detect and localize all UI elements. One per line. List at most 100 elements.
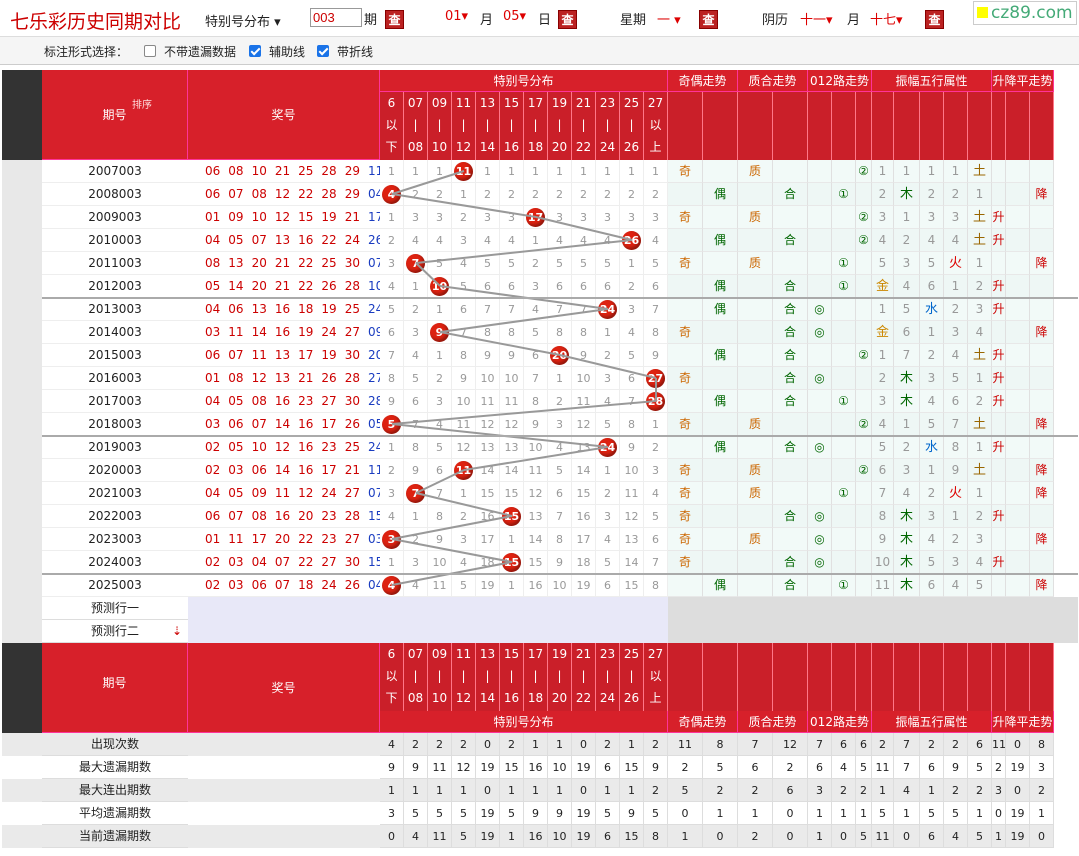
option-checkbox-1[interactable] bbox=[249, 45, 261, 57]
prize-numbers: 05 14 20 21 22 26 28 10 bbox=[188, 275, 380, 298]
ext-cell: 2 bbox=[968, 275, 992, 298]
special-cell: 1 bbox=[548, 160, 572, 183]
period-input[interactable] bbox=[310, 8, 362, 27]
bottom-col-header-part: 15 bbox=[503, 647, 520, 661]
ext-cell: 8 bbox=[944, 436, 968, 459]
ext-cell: 质 bbox=[738, 206, 773, 229]
period-cell: 2019003 bbox=[42, 436, 188, 459]
top-col-header-part: 09 bbox=[431, 96, 448, 110]
ext-cell bbox=[1030, 344, 1054, 367]
top-col-header: 19 | 20 bbox=[548, 92, 572, 160]
special-cell: 8 bbox=[572, 321, 596, 344]
bottom-col-header-part: 上 bbox=[649, 691, 662, 705]
ext-cell: 升 bbox=[992, 436, 1006, 459]
prize-number: 04 bbox=[205, 233, 221, 247]
special-cell: 9 bbox=[548, 551, 572, 574]
special-cell: 15 bbox=[620, 574, 644, 597]
ext-cell bbox=[808, 390, 832, 413]
prize-numbers: 06 07 11 13 17 19 30 20 bbox=[188, 344, 380, 367]
option-checkbox-2[interactable] bbox=[317, 45, 329, 57]
stat-value: 9 bbox=[944, 756, 968, 779]
stat-value: 1 bbox=[968, 802, 992, 825]
prize-number: 26 bbox=[321, 279, 337, 293]
mode-select[interactable]: 特别号分布 ▾ bbox=[205, 15, 281, 30]
bottom-ext-col-header bbox=[808, 643, 832, 711]
stat-value: 1 bbox=[808, 802, 832, 825]
query-button-lunar[interactable]: 查 bbox=[925, 10, 944, 29]
special-number: 07 bbox=[367, 256, 380, 270]
ext-cell bbox=[1006, 551, 1030, 574]
hit-ball: 15 bbox=[502, 507, 521, 526]
ext-cell bbox=[808, 574, 832, 597]
stat-value: 1 bbox=[808, 825, 832, 848]
arrow-down-icon: ⇣ bbox=[171, 624, 182, 638]
top-col-header-part: 10 bbox=[431, 140, 448, 154]
ext-cell bbox=[808, 344, 832, 367]
special-cell: 6 bbox=[644, 528, 668, 551]
bottom-col-header-part: | bbox=[461, 669, 466, 683]
ext-cell: 3 bbox=[944, 206, 968, 229]
stat-value: 1 bbox=[548, 779, 572, 802]
ext-cell: 奇 bbox=[668, 252, 703, 275]
option-checkbox-0[interactable] bbox=[144, 45, 156, 57]
top-ext-col-header bbox=[1006, 92, 1030, 160]
prize-number: 06 bbox=[205, 509, 221, 523]
special-number: 20 bbox=[367, 348, 380, 362]
ext-cell bbox=[856, 252, 872, 275]
lunar-day-select[interactable]: 十七▾ bbox=[870, 13, 903, 28]
bottom-ext-col-header bbox=[703, 643, 738, 711]
ext-cell bbox=[992, 160, 1006, 183]
sort-toggle[interactable]: 排序 bbox=[132, 100, 152, 111]
ext-cell: 4 bbox=[968, 551, 992, 574]
special-cell: 1 bbox=[596, 321, 620, 344]
day-select[interactable]: 05▾ bbox=[503, 9, 527, 24]
stat-value: 2 bbox=[644, 733, 668, 756]
prize-number: 04 bbox=[251, 555, 267, 569]
hit-ball: 11 bbox=[454, 162, 473, 181]
stat-value: 1 bbox=[920, 779, 944, 802]
ext-cell: ◎ bbox=[808, 528, 832, 551]
ext-cell bbox=[738, 505, 773, 528]
prize-number: 22 bbox=[298, 279, 314, 293]
prize-number: 10 bbox=[251, 164, 267, 178]
top-col-header: 25 | 26 bbox=[620, 92, 644, 160]
query-button-period[interactable]: 查 bbox=[385, 10, 404, 29]
ext-cell bbox=[832, 298, 856, 321]
query-button-date[interactable]: 查 bbox=[558, 10, 577, 29]
stat-value: 2 bbox=[596, 733, 620, 756]
predict-ext bbox=[668, 597, 1078, 620]
stat-value: 1 bbox=[380, 779, 404, 802]
bottom-ext-col-header bbox=[1006, 643, 1030, 711]
stat-value: 19 bbox=[476, 756, 500, 779]
prize-number: 24 bbox=[321, 325, 337, 339]
query-button-week[interactable]: 查 bbox=[699, 10, 718, 29]
ext-cell bbox=[668, 275, 703, 298]
bottom-col-header: 19 | 20 bbox=[548, 643, 572, 711]
stat-value: 0 bbox=[894, 825, 920, 848]
predict-row-label[interactable]: 预测行一 bbox=[42, 597, 188, 620]
week-select[interactable]: 一 ▾ bbox=[657, 13, 681, 28]
stat-value: 0 bbox=[703, 825, 738, 848]
ext-cell bbox=[856, 482, 872, 505]
ext-cell: 3 bbox=[944, 321, 968, 344]
month-select[interactable]: 01▾ bbox=[445, 9, 469, 24]
stat-value: 2 bbox=[738, 779, 773, 802]
ext-cell bbox=[738, 390, 773, 413]
period-cell: 2023003 bbox=[42, 528, 188, 551]
lunar-month-select[interactable]: 十一▾ bbox=[800, 13, 833, 28]
stat-value: 1 bbox=[832, 802, 856, 825]
ext-cell bbox=[738, 298, 773, 321]
predict-row-label[interactable]: 预测行二 ⇣ bbox=[42, 620, 188, 643]
ext-cell: 4 bbox=[872, 229, 894, 252]
ext-cell: ◎ bbox=[808, 505, 832, 528]
ext-cell: 降 bbox=[1030, 321, 1054, 344]
special-cell: 4 bbox=[380, 505, 404, 528]
special-cell: 3 bbox=[380, 482, 404, 505]
top-col-header-part: | bbox=[509, 118, 514, 132]
ext-cell: 质 bbox=[738, 413, 773, 436]
site-logo[interactable]: cz89.com bbox=[973, 1, 1077, 25]
special-cell: 6 bbox=[572, 275, 596, 298]
prize-number: 16 bbox=[298, 233, 314, 247]
row-blur bbox=[2, 344, 42, 367]
ext-cell bbox=[856, 367, 872, 390]
